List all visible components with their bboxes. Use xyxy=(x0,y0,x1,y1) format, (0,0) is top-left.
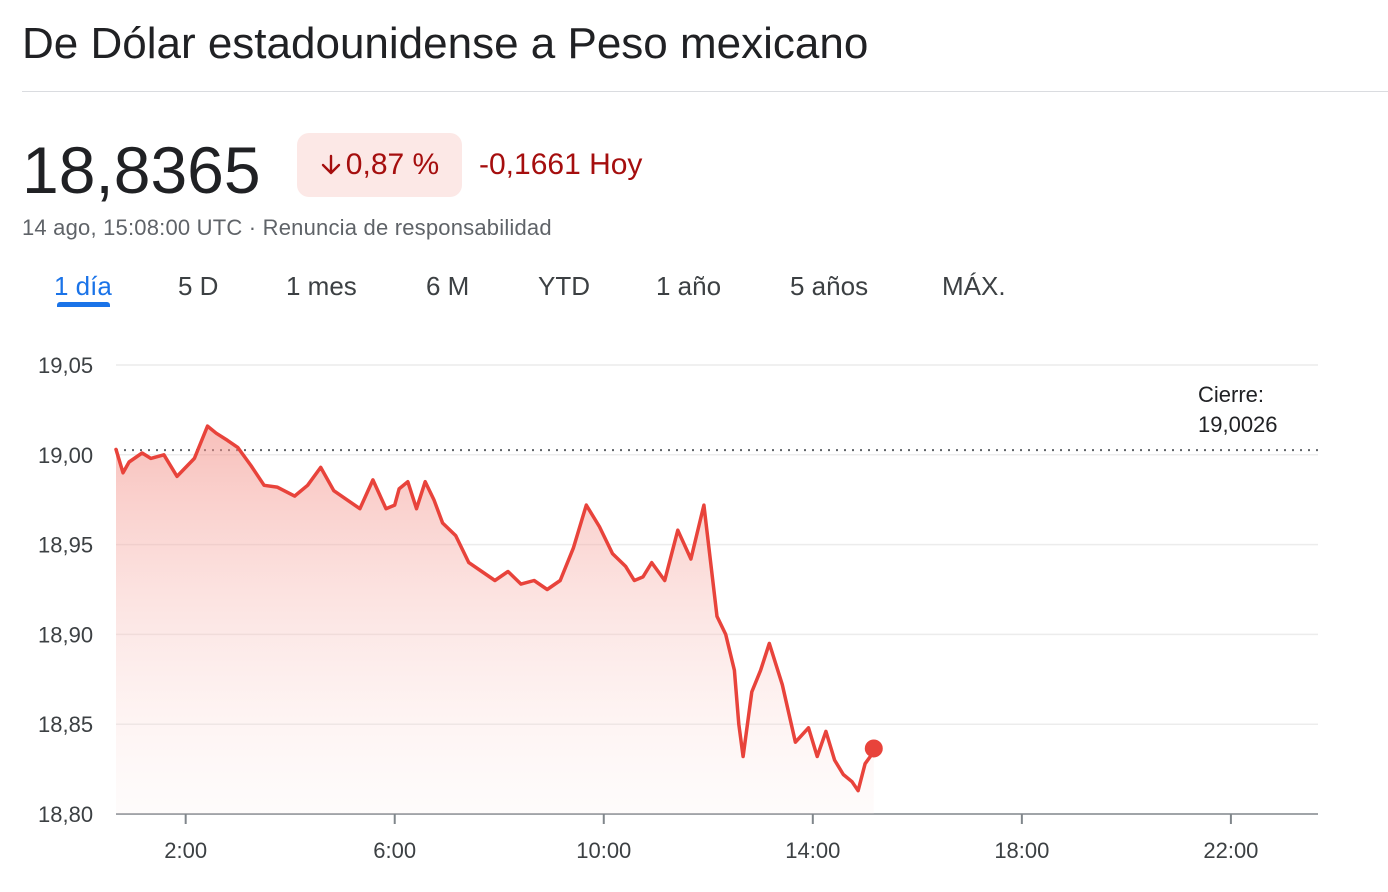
tab-1-year[interactable]: 1 año xyxy=(656,271,722,301)
y-tick-label: 19,00 xyxy=(38,443,93,468)
header-divider xyxy=(22,91,1388,92)
tab-max[interactable]: MÁX. xyxy=(942,271,1006,301)
price-chart[interactable]: 19,05 19,00 18,95 18,90 18,85 18,80 2:00 6:00 1… xyxy=(0,330,1388,890)
y-tick-label: 18,90 xyxy=(38,622,93,647)
page-title: De Dólar estadounidense a Peso mexicano xyxy=(22,19,869,68)
current-price: 18,8365 xyxy=(22,133,261,207)
x-tick-label: 18:00 xyxy=(994,838,1049,863)
x-tick-label: 10:00 xyxy=(576,838,631,863)
quote-timestamp: 14 ago, 15:08:00 UTC xyxy=(22,215,243,240)
y-tick-label: 19,05 xyxy=(38,353,93,378)
current-price-marker xyxy=(864,739,883,758)
tab-6-months[interactable]: 6 M xyxy=(426,271,470,301)
y-tick-label: 18,85 xyxy=(38,712,93,737)
tab-ytd[interactable]: YTD xyxy=(538,271,590,301)
tab-1-day[interactable]: 1 día xyxy=(54,271,112,301)
active-tab-indicator xyxy=(57,302,110,307)
change-percent-badge: 0,87 % xyxy=(297,133,462,197)
change-absolute: -0,1661 Hoy xyxy=(479,148,643,181)
tab-1-month[interactable]: 1 mes xyxy=(286,271,357,301)
time-range-tabs: 1 día 5 D 1 mes 6 M YTD 1 año 5 años MÁX… xyxy=(0,264,1388,314)
x-tick-label: 14:00 xyxy=(785,838,840,863)
y-tick-label: 18,95 xyxy=(38,533,93,558)
tab-5-days[interactable]: 5 D xyxy=(178,271,219,301)
change-percent: 0,87 % xyxy=(345,148,440,181)
quote-timestamp-line: 14 ago, 15:08:00 UTC · Renuncia de respo… xyxy=(22,214,552,242)
tab-5-years[interactable]: 5 años xyxy=(790,271,869,301)
x-tick-label: 6:00 xyxy=(373,838,416,863)
price-area-fill xyxy=(116,426,874,814)
separator: · xyxy=(242,215,263,240)
previous-close-label: Cierre: xyxy=(1198,382,1264,407)
x-tick-label: 22:00 xyxy=(1203,838,1258,863)
previous-close-value: 19,0026 xyxy=(1198,412,1278,437)
y-tick-label: 18,80 xyxy=(38,802,93,827)
arrow-down-icon xyxy=(321,154,340,175)
disclaimer-link[interactable]: Renuncia de responsabilidad xyxy=(262,215,552,240)
x-tick-label: 2:00 xyxy=(164,838,207,863)
